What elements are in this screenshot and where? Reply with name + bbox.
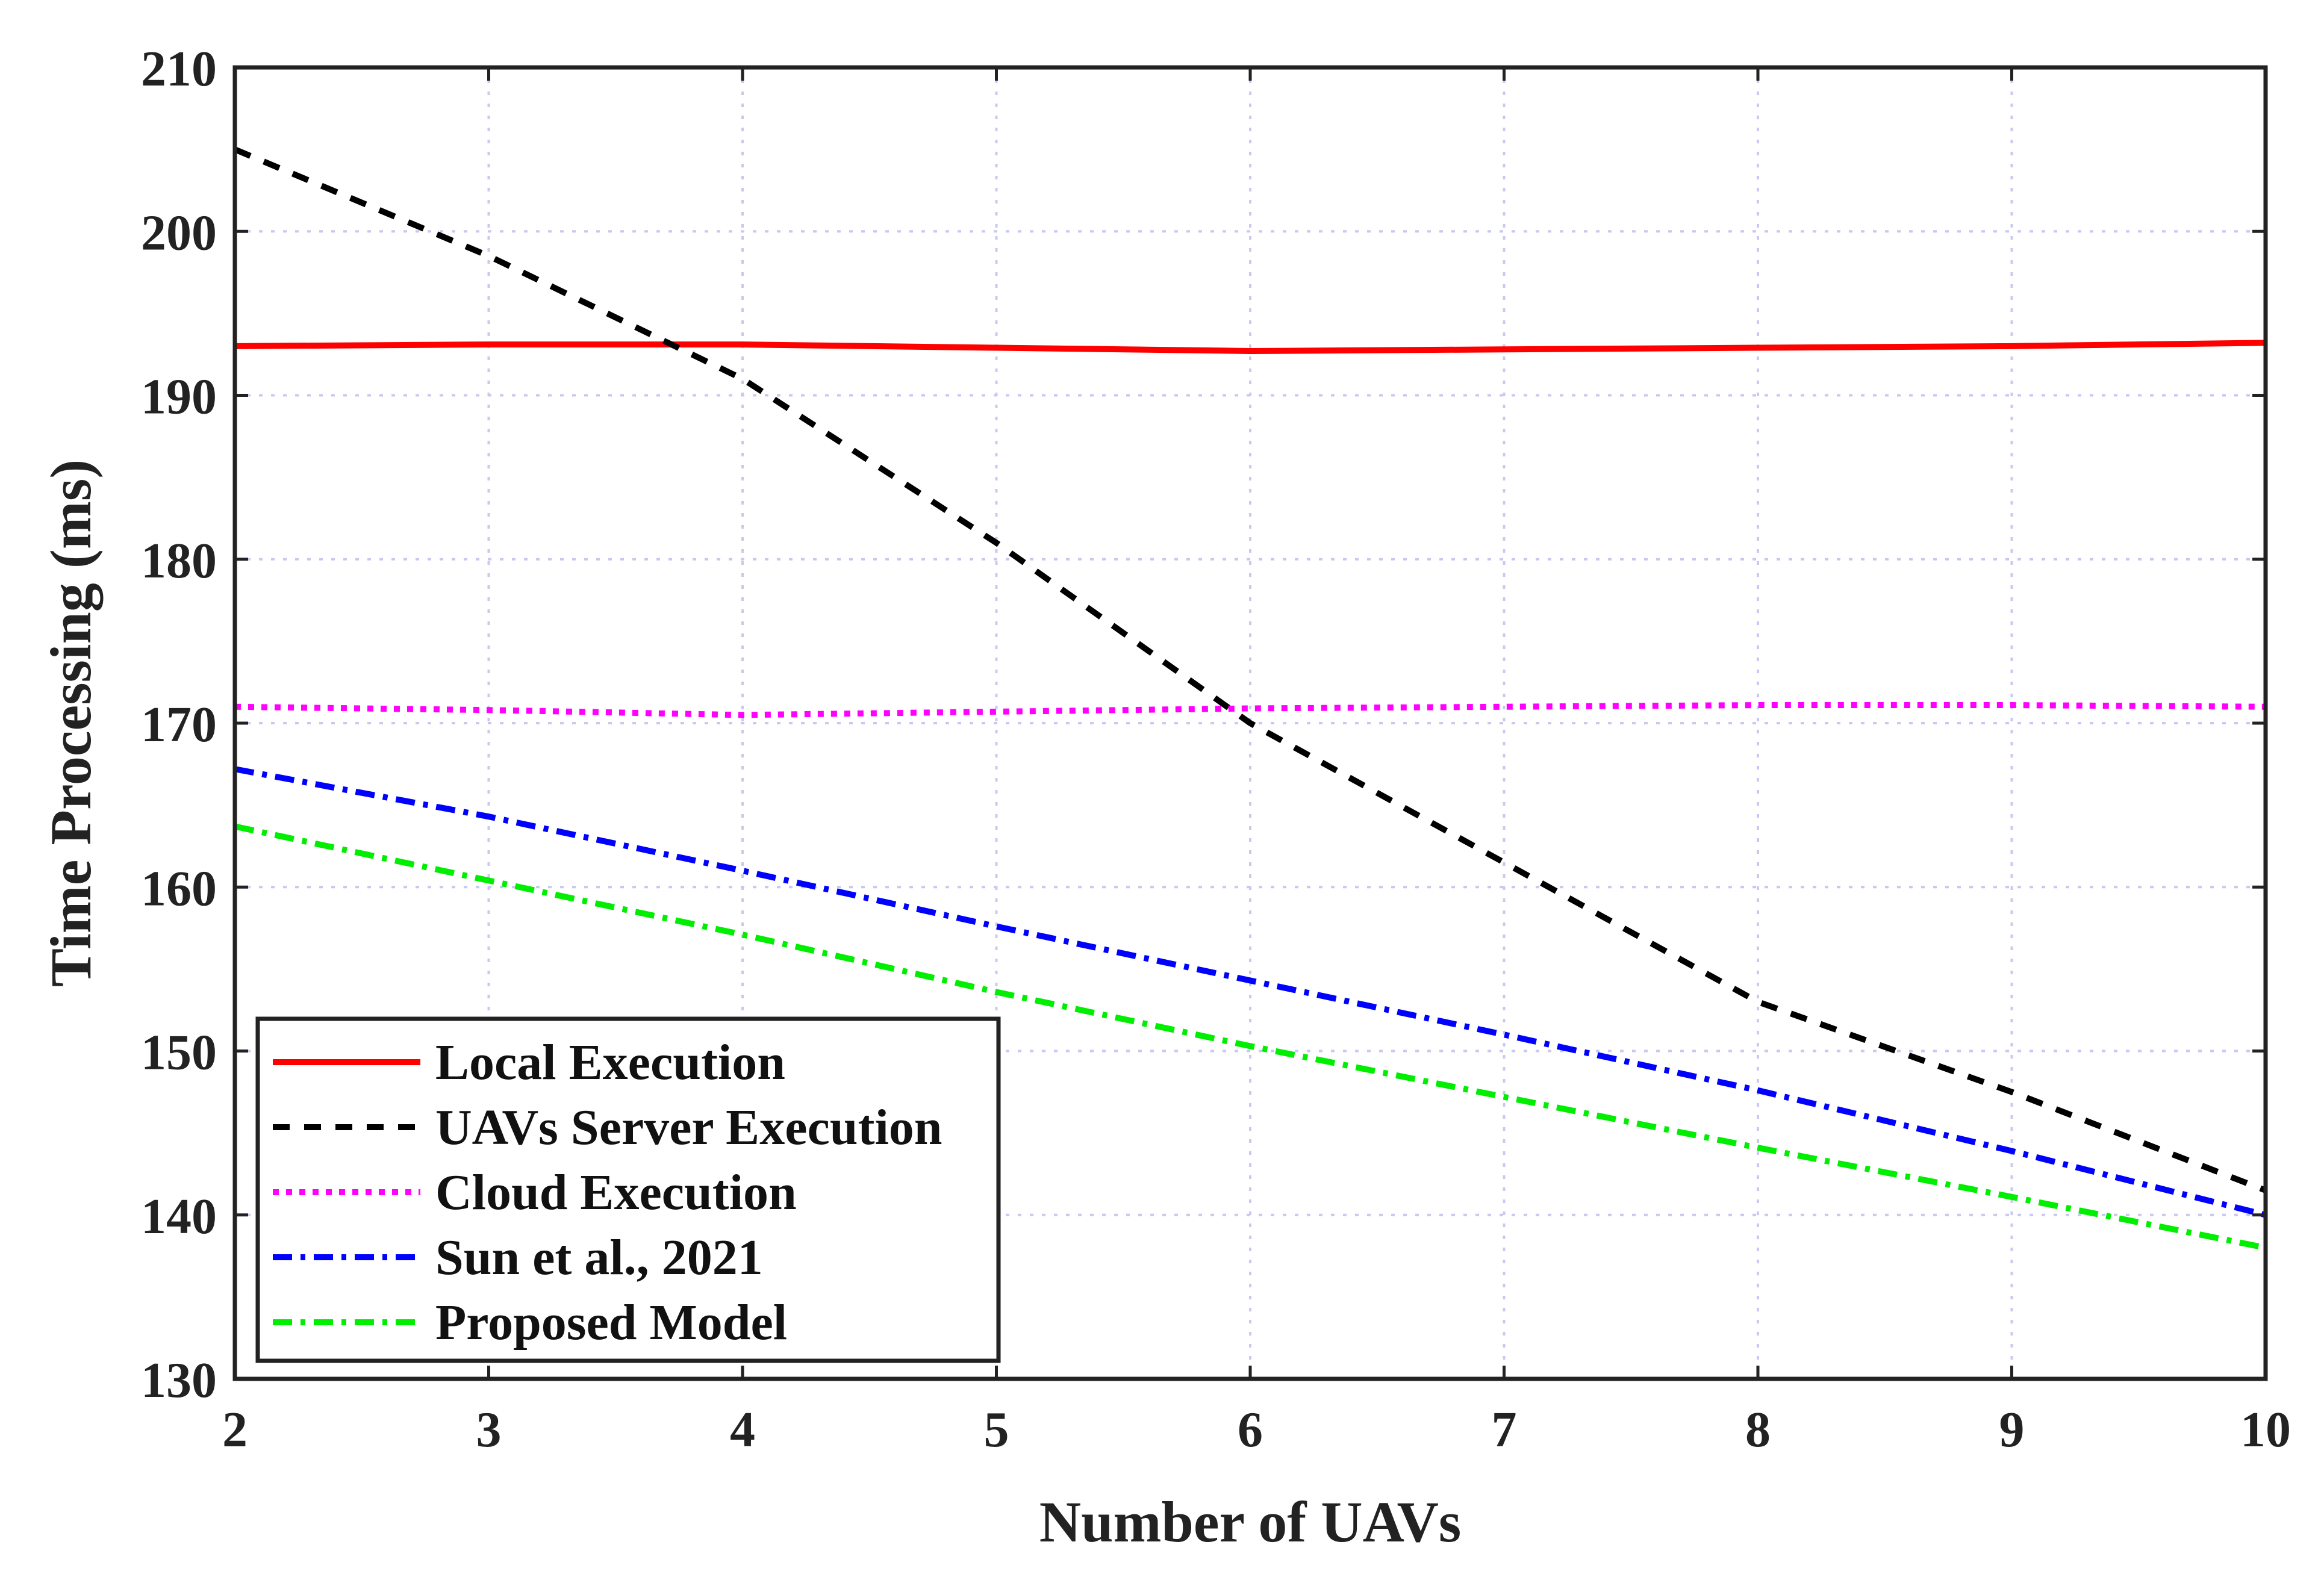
x-axis-label: Number of UAVs <box>1039 1490 1462 1554</box>
legend-label: Local Execution <box>435 1034 785 1090</box>
x-tick-label: 9 <box>1999 1402 2025 1458</box>
x-tick-label: 10 <box>2240 1402 2291 1458</box>
series-line-3 <box>234 766 2267 1218</box>
x-tick-label: 8 <box>1745 1402 1771 1458</box>
y-tick-label: 190 <box>141 369 217 425</box>
x-tick-label: 2 <box>222 1402 248 1458</box>
legend-label: UAVs Server Execution <box>435 1099 942 1155</box>
y-tick-label: 180 <box>141 533 217 589</box>
legend-label: Proposed Model <box>435 1295 787 1351</box>
legend-label: Sun et al., 2021 <box>435 1230 763 1286</box>
x-tick-label: 7 <box>1492 1402 1517 1458</box>
legend: Local Execution UAVs Server Execution Clou… <box>255 1016 1001 1363</box>
y-axis-label: Time Processing (ms) <box>39 459 103 987</box>
x-tick-label: 4 <box>730 1402 755 1458</box>
x-tick-label: 3 <box>476 1402 502 1458</box>
y-tick-label: 170 <box>141 697 217 753</box>
y-tick-label: 210 <box>141 41 217 97</box>
y-tick-label: 200 <box>141 205 217 261</box>
series-layer <box>234 146 2267 1251</box>
y-tick-label: 160 <box>141 860 217 916</box>
axis-ticks: 2 3 4 5 6 7 8 9 10 130 140 150 160 170 180 190 200 210 <box>141 41 2291 1458</box>
series-line-4 <box>234 823 2266 1251</box>
x-tick-label: 6 <box>1238 1402 1263 1458</box>
series-line-1 <box>234 146 2267 1193</box>
y-tick-label: 140 <box>141 1189 217 1245</box>
series-line-0 <box>234 340 2266 354</box>
y-tick-label: 130 <box>141 1352 217 1408</box>
y-tick-label: 150 <box>141 1025 217 1081</box>
x-tick-label: 5 <box>984 1402 1009 1458</box>
legend-label: Cloud Execution <box>435 1165 797 1221</box>
